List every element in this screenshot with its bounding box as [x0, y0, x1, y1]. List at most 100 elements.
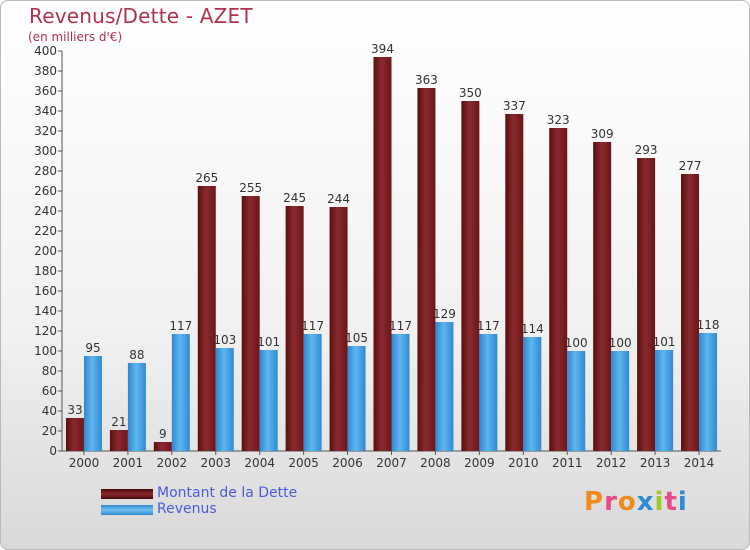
data-label: 117 [169, 319, 192, 333]
x-tick-label: 2014 [684, 456, 715, 470]
bar-dette [461, 101, 480, 451]
data-label: 117 [301, 319, 324, 333]
bar-revenus [83, 356, 102, 451]
data-label: 337 [503, 99, 526, 113]
data-label: 118 [697, 318, 720, 332]
bar-dette [65, 418, 84, 451]
bar-revenus [699, 333, 718, 451]
bar-revenus [303, 334, 322, 451]
bar-revenus [435, 322, 454, 451]
y-tick-label: 20 [42, 424, 57, 438]
bar-dette [417, 88, 436, 451]
x-tick-label: 2006 [332, 456, 363, 470]
data-label: 363 [415, 73, 438, 87]
y-tick-label: 0 [49, 444, 57, 458]
data-label: 350 [459, 86, 482, 100]
y-tick-label: 180 [34, 264, 57, 278]
data-label: 277 [679, 159, 702, 173]
data-label: 255 [239, 181, 262, 195]
x-tick-label: 2000 [69, 456, 100, 470]
data-label: 101 [653, 335, 676, 349]
x-tick-label: 2004 [244, 456, 275, 470]
y-tick-label: 80 [42, 364, 57, 378]
y-tick-label: 220 [34, 224, 57, 238]
data-label: 293 [635, 143, 658, 157]
y-tick-label: 60 [42, 384, 57, 398]
x-tick-label: 2009 [464, 456, 495, 470]
logo-letter: r [604, 487, 618, 517]
data-label: 129 [433, 307, 456, 321]
x-tick-label: 2007 [376, 456, 407, 470]
bar-dette [329, 207, 348, 451]
y-tick-label: 360 [34, 84, 57, 98]
y-tick-label: 280 [34, 164, 57, 178]
y-tick-label: 340 [34, 104, 57, 118]
x-tick-label: 2003 [200, 456, 231, 470]
data-label: 394 [371, 42, 394, 56]
legend-swatch-dette [101, 489, 153, 499]
bar-dette [681, 174, 700, 451]
y-tick-label: 140 [34, 304, 57, 318]
bar-revenus [127, 363, 146, 451]
bar-revenus [215, 348, 234, 451]
legend-label-dette: Montant de la Dette [157, 485, 298, 501]
legend-label-revenus: Revenus [157, 501, 217, 517]
x-tick-label: 2005 [288, 456, 319, 470]
data-label: 21 [111, 415, 126, 429]
data-label: 114 [521, 322, 544, 336]
bar-revenus [523, 337, 542, 451]
bar-revenus [611, 351, 630, 451]
logo-letter: i [654, 487, 665, 517]
bar-revenus [479, 334, 498, 451]
x-tick-label: 2013 [640, 456, 671, 470]
data-label: 323 [547, 113, 570, 127]
bar-dette [373, 57, 392, 451]
legend-swatch-revenus [101, 505, 153, 515]
data-label: 100 [565, 336, 588, 350]
bar-dette [549, 128, 568, 451]
x-tick-label: 2001 [113, 456, 144, 470]
bar-revenus [391, 334, 410, 451]
chart-subtitle: (en milliers d'€) [28, 30, 123, 44]
data-label: 245 [283, 191, 306, 205]
data-label: 309 [591, 127, 614, 141]
x-tick-label: 2002 [157, 456, 188, 470]
bar-dette [109, 430, 128, 451]
data-label: 244 [327, 192, 350, 206]
data-label: 105 [345, 331, 368, 345]
data-label: 9 [159, 427, 167, 441]
y-tick-label: 320 [34, 124, 57, 138]
chart-title: Revenus/Dette - AZET [29, 4, 253, 28]
logo-letter: t [664, 487, 678, 517]
bar-revenus [567, 351, 586, 451]
data-label: 117 [477, 319, 500, 333]
bar-dette [197, 186, 216, 451]
y-tick-label: 240 [34, 204, 57, 218]
bar-dette [153, 442, 172, 451]
bar-dette [593, 142, 612, 451]
data-label: 117 [389, 319, 412, 333]
x-tick-label: 2012 [596, 456, 627, 470]
y-tick-label: 200 [34, 244, 57, 258]
x-tick-label: 2010 [508, 456, 539, 470]
logo-letter: x [636, 487, 655, 517]
bar-revenus [171, 334, 190, 451]
y-tick-label: 40 [42, 404, 57, 418]
data-label: 33 [67, 403, 82, 417]
bar-revenus [655, 350, 674, 451]
data-label: 95 [85, 341, 100, 355]
y-tick-label: 400 [34, 44, 57, 58]
x-tick-label: 2008 [420, 456, 451, 470]
proxiti-logo: Proxiti [584, 487, 688, 517]
logo-letter: i [677, 487, 688, 517]
data-label: 100 [609, 336, 632, 350]
bar-revenus [347, 346, 366, 451]
data-label: 101 [257, 335, 280, 349]
y-tick-label: 160 [34, 284, 57, 298]
x-tick-label: 2011 [552, 456, 583, 470]
y-tick-label: 300 [34, 144, 57, 158]
y-tick-label: 380 [34, 64, 57, 78]
y-tick-label: 260 [34, 184, 57, 198]
